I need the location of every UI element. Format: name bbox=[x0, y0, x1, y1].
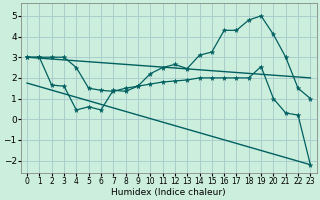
X-axis label: Humidex (Indice chaleur): Humidex (Indice chaleur) bbox=[111, 188, 226, 197]
